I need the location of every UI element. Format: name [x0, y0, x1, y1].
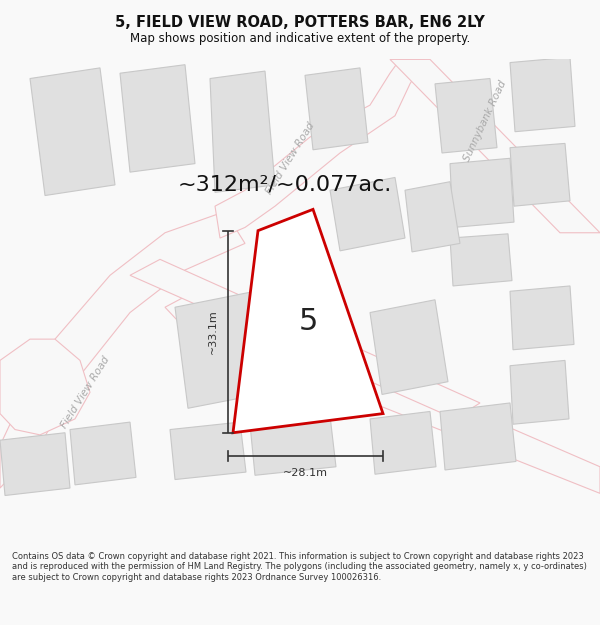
Polygon shape	[450, 234, 512, 286]
Text: ~28.1m: ~28.1m	[283, 468, 328, 478]
Polygon shape	[210, 71, 275, 192]
Polygon shape	[130, 259, 480, 419]
Polygon shape	[250, 416, 336, 475]
Polygon shape	[0, 339, 90, 435]
Polygon shape	[510, 58, 575, 132]
Polygon shape	[120, 65, 195, 172]
Text: Contains OS data © Crown copyright and database right 2021. This information is : Contains OS data © Crown copyright and d…	[12, 552, 587, 582]
Text: Field View Road: Field View Road	[59, 354, 111, 430]
Text: Sunnybank Road: Sunnybank Road	[462, 79, 508, 163]
Polygon shape	[0, 432, 70, 496]
Polygon shape	[30, 68, 115, 196]
Polygon shape	[510, 286, 574, 350]
Text: Map shows position and indicative extent of the property.: Map shows position and indicative extent…	[130, 31, 470, 44]
Polygon shape	[370, 411, 436, 474]
Polygon shape	[330, 177, 405, 251]
Polygon shape	[435, 79, 497, 153]
Text: 5: 5	[299, 307, 319, 336]
Text: 5, FIELD VIEW ROAD, POTTERS BAR, EN6 2LY: 5, FIELD VIEW ROAD, POTTERS BAR, EN6 2LY	[115, 15, 485, 30]
Polygon shape	[370, 300, 448, 394]
Polygon shape	[450, 158, 514, 228]
Polygon shape	[510, 361, 569, 424]
Polygon shape	[233, 209, 383, 432]
Text: ~33.1m: ~33.1m	[208, 309, 218, 354]
Polygon shape	[510, 143, 570, 206]
Polygon shape	[390, 59, 600, 233]
Polygon shape	[305, 68, 368, 150]
Polygon shape	[405, 182, 460, 252]
Polygon shape	[175, 291, 270, 408]
Text: ~312m²/~0.077ac.: ~312m²/~0.077ac.	[178, 175, 392, 195]
Text: Field View Road: Field View Road	[264, 121, 316, 196]
Polygon shape	[70, 422, 136, 485]
Polygon shape	[440, 403, 516, 470]
Polygon shape	[165, 291, 600, 493]
Polygon shape	[0, 211, 245, 488]
Polygon shape	[170, 422, 246, 479]
Polygon shape	[215, 59, 425, 238]
